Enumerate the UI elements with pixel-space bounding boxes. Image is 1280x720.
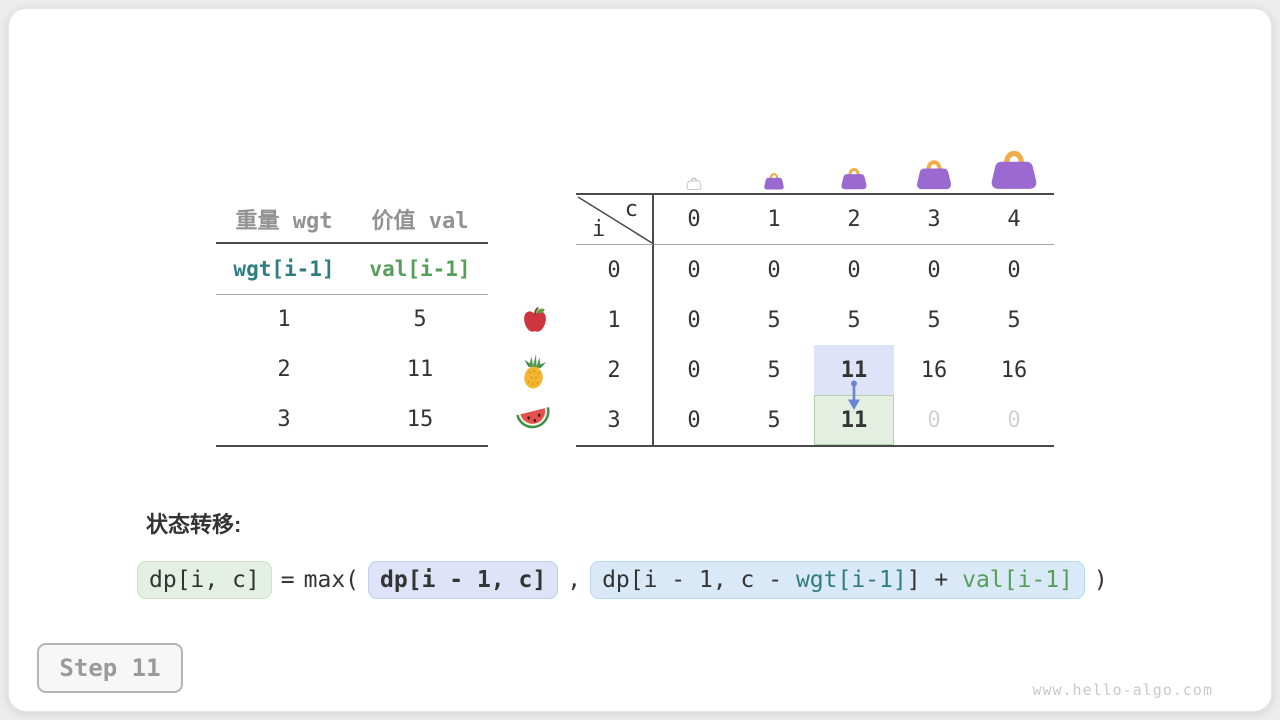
dp-cell: 0 xyxy=(687,307,701,333)
item-row-watermelon: 3 15 xyxy=(216,395,488,445)
dp-col-header: 0 xyxy=(654,195,734,245)
dp-row-header: 3 xyxy=(576,395,654,445)
dp-cell: 16 xyxy=(1000,357,1028,383)
dp-cell-pending: 0 xyxy=(1007,407,1021,433)
formula-equals: = xyxy=(280,567,295,593)
dp-cell: 5 xyxy=(767,307,781,333)
formula-arg2: dp[i - 1, c - wgt[i-1]] + val[i-1] xyxy=(590,561,1085,599)
items-table-header: 重量 wgt 价值 val xyxy=(216,197,488,242)
formula-comma: , xyxy=(567,567,582,593)
item-value: 5 xyxy=(413,307,427,332)
dp-cell: 0 xyxy=(1007,257,1021,283)
dp-cell: 5 xyxy=(1007,307,1021,333)
dp-cell-pending: 0 xyxy=(927,407,941,433)
formula-arg1: dp[i - 1, c] xyxy=(368,561,559,599)
watermark-url: www.hello-algo.com xyxy=(1032,681,1213,699)
dp-col-header: 2 xyxy=(814,195,894,245)
bag-icon-capacity-1 xyxy=(734,129,814,193)
dp-row-header: 1 xyxy=(576,295,654,345)
transition-formula: dp[i, c] = max( dp[i - 1, c] , dp[i - 1,… xyxy=(137,561,1108,599)
dp-cell-target-highlight: 11 xyxy=(814,395,894,445)
dp-cell: 5 xyxy=(927,307,941,333)
step-badge: Step 11 xyxy=(37,643,183,693)
val-array-label: val[i-1] xyxy=(369,257,471,281)
dp-cell: 5 xyxy=(767,407,781,433)
dp-row-header: 0 xyxy=(576,245,654,295)
dp-row-header: 2 xyxy=(576,345,654,395)
dp-col-header: 1 xyxy=(734,195,814,245)
pineapple-icon xyxy=(518,350,550,397)
dp-corner-cell: c i xyxy=(576,195,654,245)
items-table: 重量 wgt 价值 val wgt[i-1] val[i-1] 1 5 2 11… xyxy=(216,197,488,447)
apple-icon xyxy=(521,305,549,339)
bag-icon-capacity-3 xyxy=(894,129,974,193)
dp-grid: c i 0 1 2 3 4 0 0 0 0 0 0 1 0 5 5 5 5 2 … xyxy=(576,193,1054,447)
items-table-bottom-line xyxy=(216,445,488,447)
capacity-var-label: c xyxy=(624,197,638,222)
item-row-apple: 1 5 xyxy=(216,294,488,345)
item-weight: 1 xyxy=(277,307,291,332)
item-row-pineapple: 2 11 xyxy=(216,345,488,395)
dp-col-header: 4 xyxy=(974,195,1054,245)
dp-cell: 0 xyxy=(687,407,701,433)
item-value: 11 xyxy=(406,357,434,382)
index-var-label: i xyxy=(592,217,606,242)
dp-cell: 5 xyxy=(847,307,861,333)
formula-val-ref: val[i-1] xyxy=(962,567,1073,593)
dp-col-header: 3 xyxy=(894,195,974,245)
canvas-card: 重量 wgt 价值 val wgt[i-1] val[i-1] 1 5 2 11… xyxy=(8,8,1272,712)
bag-capacity-row xyxy=(654,129,1054,193)
wgt-array-label: wgt[i-1] xyxy=(233,257,335,281)
bag-icon-capacity-4 xyxy=(974,129,1054,193)
transition-label: 状态转移: xyxy=(146,512,242,537)
dp-cell: 16 xyxy=(920,357,948,383)
dp-cell: 0 xyxy=(847,257,861,283)
dp-cell: 0 xyxy=(767,257,781,283)
item-weight: 3 xyxy=(277,407,291,432)
bag-icon-capacity-0 xyxy=(654,129,734,193)
dp-cell: 0 xyxy=(687,257,701,283)
watermelon-icon xyxy=(514,404,555,438)
dp-cell: 5 xyxy=(767,357,781,383)
formula-lhs: dp[i, c] xyxy=(137,561,272,599)
weight-column-header: 重量 wgt xyxy=(235,209,333,234)
formula-max-open: max( xyxy=(303,567,360,593)
item-value: 15 xyxy=(406,407,434,432)
down-arrow-icon xyxy=(847,380,861,415)
dp-cell: 0 xyxy=(927,257,941,283)
dp-cell: 0 xyxy=(687,357,701,383)
bag-icon-capacity-2 xyxy=(814,129,894,193)
items-table-subheader: wgt[i-1] val[i-1] xyxy=(216,242,488,294)
step-badge-label: Step 11 xyxy=(59,654,161,682)
formula-wgt-ref: wgt[i-1] xyxy=(795,567,907,593)
value-column-header: 价值 val xyxy=(371,209,469,234)
formula-close-paren: ) xyxy=(1093,567,1108,593)
item-weight: 2 xyxy=(277,357,291,382)
dp-table: c i 0 1 2 3 4 0 0 0 0 0 0 1 0 5 5 5 5 2 … xyxy=(576,129,1054,447)
